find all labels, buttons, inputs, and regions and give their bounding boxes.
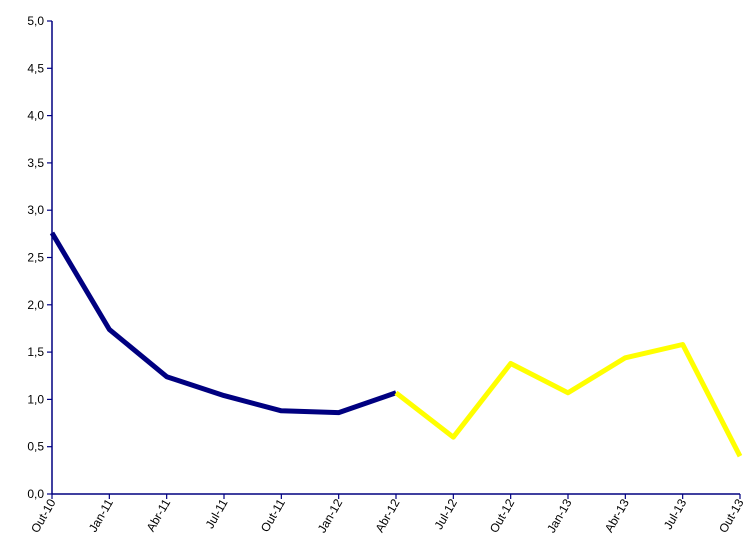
y-tick-label: 3,5	[27, 156, 44, 170]
y-tick-label: 0,0	[27, 487, 44, 501]
x-tick-label: Jan-13	[544, 496, 575, 535]
x-tick-label: Out-10	[28, 496, 59, 535]
y-tick-label: 2,5	[27, 251, 44, 265]
y-tick-label: 4,0	[27, 109, 44, 123]
y-tick-label: 1,0	[27, 392, 44, 406]
series-line-1	[49, 231, 397, 416]
x-tick-label: Jul-12	[431, 496, 460, 532]
x-tick-label: Jul-11	[203, 496, 231, 531]
series-line-2	[394, 342, 743, 458]
x-tick-label: Jan-11	[86, 496, 116, 534]
y-tick-label: 1,5	[27, 345, 44, 359]
x-tick-label: Jan-12	[315, 496, 346, 535]
x-tick-label: Out-12	[487, 496, 518, 535]
x-tick-label: Out-13	[716, 496, 744, 535]
y-axis: 0,0 0,5 1,0 1,5 2,0 2,5 3,0 3,5 4,0 4,5 5,0	[27, 14, 53, 501]
y-tick-label: 0,5	[27, 440, 44, 454]
x-tick-label: Abr-12	[372, 496, 402, 534]
y-tick-label: 2,0	[27, 298, 44, 312]
x-axis: Out-10 Jan-11 Abr-11 Jul-11 Out-11 Jan-12 Abr-…	[28, 493, 744, 535]
x-tick-label: Jul-13	[661, 496, 690, 532]
series-lines	[49, 231, 743, 458]
y-tick-label: 4,5	[27, 61, 44, 75]
x-tick-label: Abr-13	[602, 496, 632, 534]
x-tick-label: Abr-11	[144, 496, 174, 534]
y-tick-label: 5,0	[27, 14, 44, 28]
y-tick-label: 3,0	[27, 203, 44, 217]
x-tick-label: Out-11	[258, 496, 288, 534]
